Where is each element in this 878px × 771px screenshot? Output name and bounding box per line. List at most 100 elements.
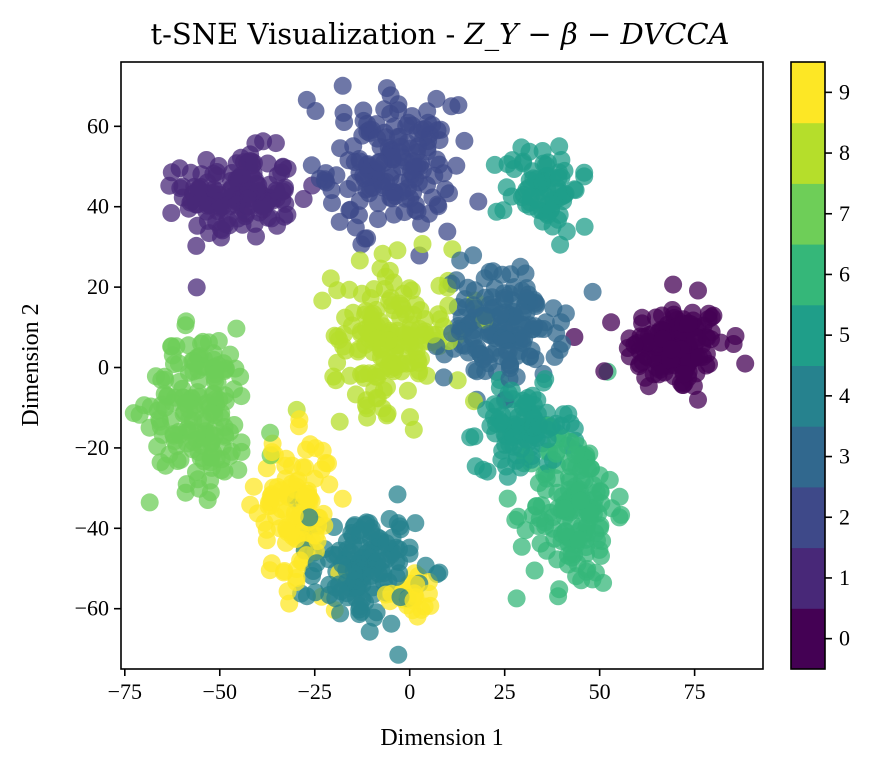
scatter-point xyxy=(388,514,407,533)
x-tick-label: −75 xyxy=(108,679,142,704)
scatter-point xyxy=(512,439,530,458)
scatter-point xyxy=(375,100,394,119)
scatter-point xyxy=(461,428,480,447)
scatter-point xyxy=(465,299,484,318)
colorbar-tick-label: 2 xyxy=(839,504,850,529)
scatter-point xyxy=(335,113,354,131)
scatter-point xyxy=(495,289,514,307)
plot-frame xyxy=(120,61,764,670)
scatter-point xyxy=(396,305,415,324)
scatter-point xyxy=(536,370,555,389)
scatter-point xyxy=(517,289,536,308)
scatter-point xyxy=(674,365,693,384)
scatter-point xyxy=(220,216,239,235)
scatter-point xyxy=(502,381,521,400)
scatter-point xyxy=(689,281,707,300)
scatter-point xyxy=(187,278,206,297)
x-tick-label: 0 xyxy=(404,679,415,704)
scatter-point xyxy=(487,202,506,221)
colorbar-segment xyxy=(791,426,825,488)
scatter-point xyxy=(591,516,610,535)
scatter-point xyxy=(235,153,253,172)
colorbar-segment xyxy=(791,547,825,609)
scatter-point xyxy=(558,546,577,565)
scatter-point xyxy=(577,544,595,563)
scatter-point xyxy=(317,173,336,192)
scatter-point xyxy=(124,404,143,423)
scatter-point xyxy=(450,322,469,341)
scatter-point xyxy=(307,554,326,573)
colorbar-segment xyxy=(791,365,825,427)
scatter-point xyxy=(398,381,417,400)
scatter-point xyxy=(345,153,364,172)
scatter-point xyxy=(276,194,295,213)
scatter-point xyxy=(530,319,549,338)
scatter-point xyxy=(369,210,387,229)
scatter-point xyxy=(699,310,718,328)
scatter-point xyxy=(371,259,390,278)
scatter-point xyxy=(555,499,574,518)
scatter-point xyxy=(212,450,231,469)
scatter-point xyxy=(306,102,325,120)
scatter-point xyxy=(520,142,539,161)
scatter-point xyxy=(229,460,248,479)
scatter-point xyxy=(188,383,207,402)
scatter-point xyxy=(469,192,488,211)
scatter-point xyxy=(202,404,221,423)
scatter-point xyxy=(550,580,569,599)
scatter-point xyxy=(538,430,557,449)
scatter-point xyxy=(340,201,359,220)
scatter-point xyxy=(331,139,350,158)
scatter-point xyxy=(206,365,225,383)
scatter-point xyxy=(164,426,183,445)
colorbar-tick-label: 3 xyxy=(839,444,850,469)
scatter-point xyxy=(363,560,382,579)
colorbar-ticks: 0 1 2 3 4 5 6 7 8 9 xyxy=(825,79,850,651)
scatter-point xyxy=(350,251,369,270)
scatter-point xyxy=(342,670,360,688)
scatter-point xyxy=(547,444,566,463)
colorbar-tick-label: 8 xyxy=(839,140,850,165)
scatter-point xyxy=(505,160,524,178)
scatter-point xyxy=(162,163,181,182)
scatter-point xyxy=(187,236,206,255)
scatter-point xyxy=(388,241,407,260)
scatter-point xyxy=(156,370,175,389)
scatter-point xyxy=(630,354,649,373)
scatter-point xyxy=(181,163,200,182)
scatter-point xyxy=(241,495,260,514)
scatter-point xyxy=(525,561,544,580)
scatter-point xyxy=(594,573,613,592)
scatter-point xyxy=(548,483,567,502)
y-axis-ticks: −60 −40 −20 0 20 40 60 xyxy=(75,113,121,621)
colorbar-tick-label: 7 xyxy=(839,201,850,226)
colorbar-tick-label: 0 xyxy=(839,626,850,651)
scatter-point xyxy=(289,417,308,436)
y-tick-label: −60 xyxy=(75,596,109,621)
scatter-point xyxy=(423,325,442,344)
colorbar-tick-label: 5 xyxy=(839,322,850,347)
scatter-point xyxy=(553,334,572,353)
scatter-point xyxy=(261,423,280,442)
scatter-point xyxy=(565,180,584,199)
scatter-point xyxy=(529,517,548,535)
scatter-point xyxy=(442,97,461,116)
scatter-point xyxy=(382,189,401,208)
scatter-point xyxy=(533,172,551,191)
scatter-point xyxy=(664,275,683,294)
scatter-point xyxy=(550,137,569,156)
scatter-point xyxy=(579,459,597,478)
scatter-point xyxy=(346,385,365,404)
scatter-point xyxy=(417,366,436,385)
scatter-point xyxy=(679,314,698,333)
scatter-point xyxy=(523,418,542,437)
scatter-point xyxy=(162,204,181,222)
scatter-point xyxy=(151,453,170,472)
scatter-point xyxy=(205,426,224,445)
scatter-point xyxy=(333,489,352,508)
colorbar xyxy=(791,62,825,670)
scatter-point xyxy=(549,163,568,182)
scatter-point xyxy=(197,151,216,169)
scatter-point xyxy=(320,586,339,604)
scatter-point xyxy=(377,128,395,147)
